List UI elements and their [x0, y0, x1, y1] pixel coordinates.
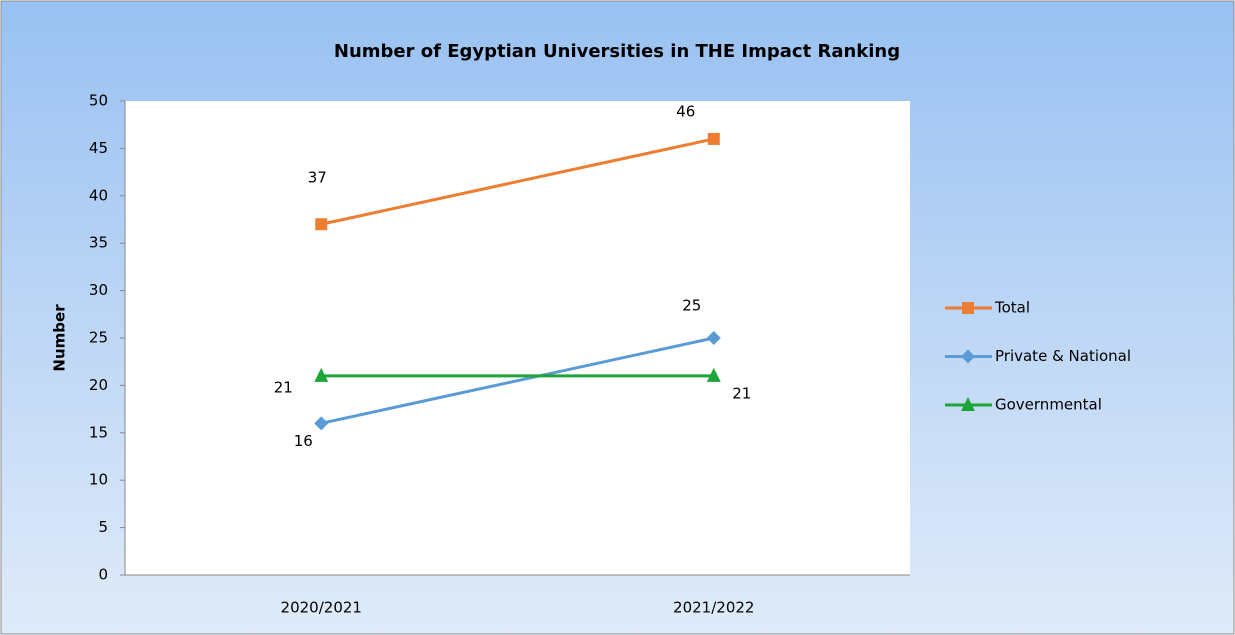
legend-label: Governmental: [995, 396, 1102, 414]
y-tick-label: 5: [98, 518, 108, 536]
y-tick-label: 30: [89, 281, 108, 299]
legend-label: Private & National: [995, 347, 1131, 365]
data-label: 21: [732, 384, 751, 402]
y-tick-label: 0: [98, 566, 108, 584]
y-tick-label: 20: [89, 376, 108, 394]
marker: [961, 397, 975, 411]
y-tick-label: 45: [89, 139, 108, 157]
data-label: 21: [274, 378, 293, 396]
y-axis-title: Number: [51, 304, 69, 372]
marker: [706, 331, 721, 345]
x-tick-label: 2020/2021: [281, 599, 362, 617]
data-label: 16: [294, 432, 313, 450]
data-label: 46: [676, 102, 695, 120]
x-tick-label: 2021/2022: [673, 599, 754, 617]
chart-title: Number of Egyptian Universities in THE I…: [334, 41, 900, 62]
marker: [707, 132, 720, 145]
y-tick-label: 10: [89, 471, 108, 489]
y-tick-label: 35: [89, 234, 108, 252]
y-tick-label: 25: [89, 329, 108, 347]
marker: [314, 367, 329, 382]
data-label: 37: [308, 169, 327, 187]
marker: [962, 302, 974, 314]
plot-area: [125, 101, 910, 575]
series-line: [320, 336, 715, 425]
data-label: 25: [682, 297, 701, 315]
y-tick-label: 40: [89, 186, 108, 204]
marker: [314, 416, 329, 431]
marker: [315, 218, 328, 231]
legend-label: Total: [994, 299, 1030, 317]
series-line: [320, 137, 715, 226]
y-tick-label: 15: [89, 423, 108, 441]
marker: [961, 349, 975, 364]
y-tick-label: 50: [89, 92, 108, 110]
marker: [706, 367, 721, 382]
